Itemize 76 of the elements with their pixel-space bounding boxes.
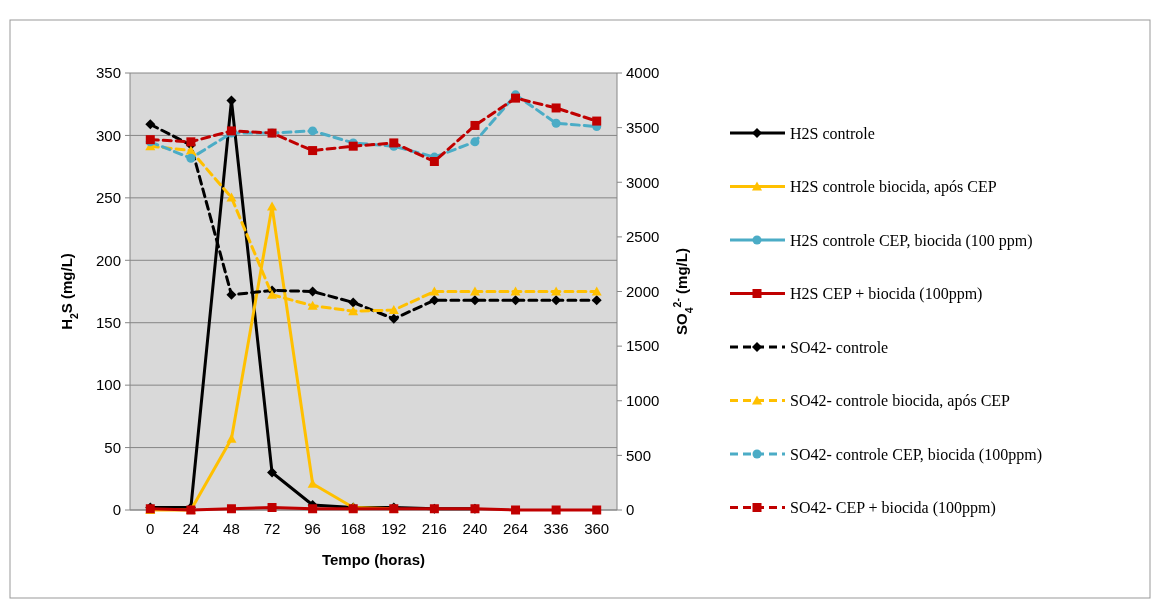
point (551, 118, 561, 128)
point (388, 313, 399, 324)
point (186, 137, 196, 147)
point (510, 295, 521, 306)
point (348, 297, 359, 308)
legend-label: SO42- CEP + biocida (100ppm) (790, 499, 996, 518)
point (429, 156, 439, 166)
x-tick-label: 0 (146, 520, 155, 537)
x-tick-label: 240 (462, 520, 488, 537)
legend-label: H2S controle (790, 124, 875, 142)
point (551, 103, 561, 113)
point (308, 146, 318, 156)
x-tick-label: 48 (223, 520, 240, 537)
point (592, 116, 602, 126)
y-tick-label: 0 (112, 501, 121, 519)
y-tick-label: 200 (95, 251, 121, 269)
point (145, 119, 156, 130)
point (470, 137, 480, 147)
x-tick-label: 96 (304, 520, 321, 537)
y-tick-label: 350 (95, 64, 121, 82)
y-tick-label: 50 (104, 438, 121, 456)
point (226, 192, 237, 202)
point (226, 289, 237, 300)
y2-tick-label: 3000 (626, 173, 660, 191)
legend-label: H2S controle biocida, após CEP (790, 178, 997, 197)
point (267, 289, 278, 299)
point (470, 120, 480, 130)
point (267, 201, 278, 211)
y2-tick-label: 1500 (626, 337, 660, 355)
x-tick-label: 192 (381, 520, 407, 537)
point (510, 286, 521, 296)
y-tick-label: 100 (95, 376, 121, 394)
point (511, 505, 521, 515)
legend-label: SO42- controle (790, 338, 889, 356)
point (469, 286, 480, 296)
y-tick-label: 250 (95, 189, 121, 207)
point (308, 504, 318, 514)
y-tick-label: 150 (95, 313, 121, 331)
y2-tick-label: 4000 (626, 64, 660, 82)
point (429, 286, 440, 296)
legend-label: H2S CEP + biocida (100ppm) (790, 285, 983, 304)
x-tick-label: 336 (543, 520, 569, 537)
x-tick-label: 360 (584, 520, 610, 537)
y-tick-label: 300 (95, 126, 121, 144)
point (226, 504, 236, 514)
y2-tick-label: 3500 (626, 118, 660, 136)
point (267, 503, 277, 512)
y2-tick-label: 2000 (626, 282, 660, 300)
point (551, 505, 561, 515)
legend-label: H2S controle CEP, biocida (100 ppm) (790, 231, 1033, 250)
y2-tick-label: 0 (626, 501, 635, 519)
point (388, 305, 399, 315)
point (186, 153, 196, 163)
point (591, 295, 602, 306)
x-tick-label: 24 (182, 520, 200, 537)
y2-tick-label: 1000 (626, 392, 660, 409)
legend-label: SO42- controle CEP, biocida (100ppm) (790, 445, 1042, 464)
legend-label: SO42- controle biocida, após CEP (790, 392, 1011, 411)
x-axis-title: Tempo (horas) (321, 551, 426, 568)
point (307, 286, 318, 297)
point (551, 286, 562, 296)
x-tick-label: 72 (263, 520, 281, 537)
x-tick-label: 264 (503, 520, 529, 537)
y2-tick-label: 2500 (626, 228, 660, 246)
point (348, 306, 359, 316)
point (429, 295, 440, 306)
x-tick-label: 216 (421, 520, 447, 537)
point (267, 467, 278, 478)
point (591, 286, 602, 296)
point (308, 126, 318, 136)
point (592, 505, 602, 515)
y2-tick-label: 500 (626, 446, 652, 464)
point (307, 478, 318, 488)
x-tick-label: 168 (340, 520, 366, 537)
point (307, 300, 318, 310)
point (226, 433, 237, 443)
